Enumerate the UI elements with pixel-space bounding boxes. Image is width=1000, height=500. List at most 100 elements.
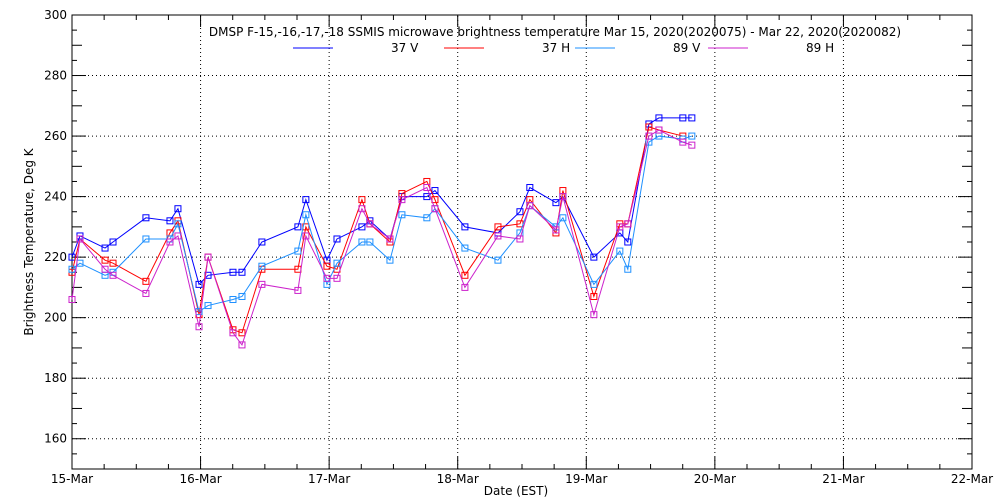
series-89h (68, 126, 696, 349)
chart-title: DMSP F-15,-16,-17,-18 SSMIS microwave br… (209, 25, 901, 39)
data-point (688, 132, 696, 140)
data-point (302, 211, 310, 219)
data-point (358, 238, 366, 246)
data-point (655, 114, 663, 122)
data-point (109, 271, 117, 279)
data-point (294, 247, 302, 255)
data-point (461, 271, 469, 279)
data-point (398, 211, 406, 219)
x-tick-label: 17-Mar (308, 472, 350, 486)
y-axis-label: Brightness Temperature, Deg K (22, 147, 36, 335)
y-tick-label: 180 (44, 371, 67, 385)
data-point (258, 262, 266, 270)
series-line (71, 126, 683, 334)
data-point (645, 132, 653, 140)
y-tick-label: 280 (44, 69, 67, 83)
data-point (166, 238, 174, 246)
data-point (109, 259, 117, 267)
data-point (195, 308, 203, 316)
data-point (294, 286, 302, 294)
data-point (174, 220, 182, 228)
data-point (238, 329, 246, 337)
data-point (358, 205, 366, 213)
data-point (423, 184, 431, 192)
data-point (323, 262, 331, 270)
data-point (590, 292, 598, 300)
data-point (624, 265, 632, 273)
data-point (516, 208, 524, 216)
y-tick-label: 240 (44, 190, 67, 204)
legend-label: 89 H (806, 41, 834, 55)
data-point (166, 217, 174, 225)
data-point (174, 205, 182, 213)
data-point (679, 138, 687, 146)
data-point (423, 214, 431, 222)
data-point (386, 256, 394, 264)
x-axis-label: Date (EST) (484, 484, 548, 498)
legend-label: 89 V (673, 41, 701, 55)
legend-label: 37 V (391, 41, 419, 55)
data-point (294, 223, 302, 231)
data-point (516, 235, 524, 243)
data-point (204, 302, 212, 310)
data-point (358, 223, 366, 231)
data-point (238, 292, 246, 300)
data-point (688, 114, 696, 122)
data-point (101, 256, 109, 264)
data-point (229, 329, 237, 337)
data-point (590, 280, 598, 288)
data-point (494, 223, 502, 231)
data-point (101, 244, 109, 252)
data-point (68, 265, 76, 273)
series-line (71, 117, 692, 286)
data-point (366, 220, 374, 228)
data-point (461, 283, 469, 291)
data-point (398, 196, 406, 204)
data-point (333, 259, 341, 267)
data-point (655, 126, 663, 134)
data-point (590, 253, 598, 261)
data-point (195, 280, 203, 288)
data-point (645, 123, 653, 131)
data-point (552, 226, 560, 234)
data-point (238, 268, 246, 276)
data-point (142, 235, 150, 243)
y-tick-label: 160 (44, 432, 67, 446)
data-point (590, 311, 598, 319)
data-point (461, 244, 469, 252)
x-tick-label: 16-Mar (179, 472, 221, 486)
data-point (101, 265, 109, 273)
data-point (494, 232, 502, 240)
legend-label: 37 H (542, 41, 570, 55)
data-point (258, 238, 266, 246)
x-tick-label: 22-Mar (951, 472, 993, 486)
data-point (431, 187, 439, 195)
data-point (333, 235, 341, 243)
series-37v (68, 114, 696, 288)
data-point (229, 296, 237, 304)
data-point (358, 196, 366, 204)
data-point (323, 274, 331, 282)
y-tick-label: 200 (44, 311, 67, 325)
series-group (68, 114, 696, 349)
data-point (616, 247, 624, 255)
x-tick-label: 15-Mar (51, 472, 93, 486)
x-tick-label: 20-Mar (694, 472, 736, 486)
data-point (624, 220, 632, 228)
data-point (195, 323, 203, 331)
x-tick-label: 18-Mar (437, 472, 479, 486)
data-point (679, 114, 687, 122)
y-tick-label: 260 (44, 129, 67, 143)
data-point (68, 296, 76, 304)
data-point (526, 184, 534, 192)
data-point (142, 214, 150, 222)
data-point (552, 199, 560, 207)
series-89v (68, 132, 696, 316)
data-point (559, 193, 567, 201)
data-point (229, 268, 237, 276)
data-point (366, 238, 374, 246)
data-point (302, 196, 310, 204)
data-point (238, 341, 246, 349)
data-point (431, 205, 439, 213)
y-tick-label: 300 (44, 8, 67, 22)
